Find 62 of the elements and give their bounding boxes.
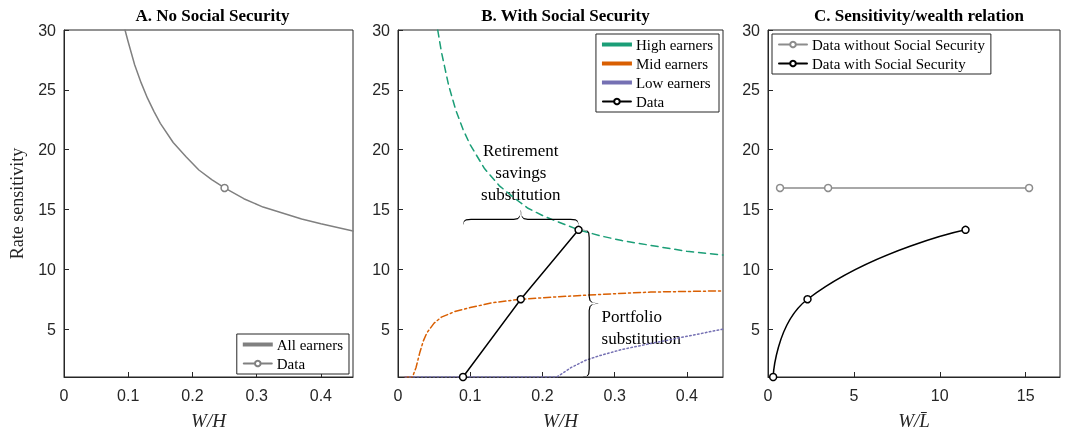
x-tick-label: 0 [763,386,773,404]
x-tick-label: 10 [930,386,949,404]
x-axis-title: W/H [191,410,228,431]
y-tick-label: 25 [38,81,57,99]
y-tick-label: 20 [38,141,57,159]
y-tick-label: 15 [742,200,761,218]
annotation: Retirement savings substitution [481,141,561,205]
x-tick-label: 0.2 [181,386,204,404]
x-tick-label: 0.2 [531,386,554,404]
y-tick-label: 5 [47,320,57,338]
y-tick-label: 20 [742,141,761,159]
y-tick-label: 5 [751,320,761,338]
y-tick-label: 20 [372,141,391,159]
legend-label: Data with Social Security [812,55,967,72]
line-series [404,290,724,378]
legend-label: Data without Social Security [812,36,986,53]
y-tick-label: 30 [742,21,761,39]
y-tick-label: 15 [38,200,57,218]
y-tick-label: 30 [372,21,391,39]
point [516,294,526,304]
y-tick-label: 10 [742,260,761,278]
y-tick-label: 30 [38,21,57,39]
x-tick-label: 0.3 [603,386,626,404]
chart-title: A. No Social Security [135,6,290,25]
legend-label: Low earners [635,74,711,91]
legend-label: All earners [276,336,344,353]
legend-label: Data [635,93,665,110]
y-tick-label: 25 [372,81,391,99]
x-axis-title: W/H [543,410,580,431]
x-tick-label: 0 [393,386,403,404]
x-tick-label: 0.3 [245,386,268,404]
x-tick-label: 15 [1016,386,1035,404]
x-tick-label: 0.4 [309,386,333,404]
y-tick-label: 10 [372,260,391,278]
point [574,225,583,235]
y-tick-label: 5 [381,320,391,338]
annotation: Portfolio substitution [601,306,682,348]
y-tick-label: 15 [372,200,391,218]
chart-title: B. With Social Security [481,6,651,25]
x-tick-label: 0.4 [675,386,699,404]
point [803,294,812,304]
x-axis-title: W/L̄ [898,410,930,431]
y-axis-title: Rate sensitivity [7,147,27,260]
y-tick-label: 25 [742,81,761,99]
x-tick-label: 0 [59,386,69,404]
legend-label: Data [276,355,306,372]
line-series [404,328,724,378]
point [961,225,970,235]
point [458,372,468,382]
x-tick-label: 5 [849,386,859,404]
x-tick-label: 0.1 [117,386,140,404]
line-series [436,29,724,256]
legend-label: High earners [635,36,714,53]
chart-title: C. Sensitivity/wealth relation [814,6,1025,25]
y-tick-label: 10 [38,260,57,278]
point [775,183,785,193]
line-series [124,29,354,232]
point [768,372,778,382]
point [1024,183,1034,193]
point [823,183,833,193]
x-tick-label: 0.1 [459,386,482,404]
legend-label: Mid earners [635,55,709,72]
